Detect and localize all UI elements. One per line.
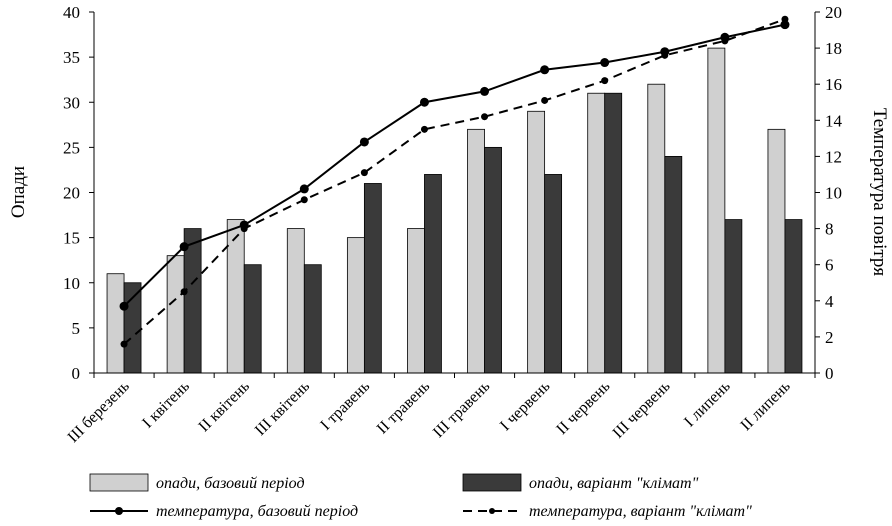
bar-base-1 [166, 255, 185, 374]
point-climate-4 [360, 169, 368, 177]
bar-climate-7 [544, 174, 563, 374]
legend-item-bar-base: опади, базовий період [89, 473, 305, 492]
y-tick-label: 40 [63, 3, 80, 22]
x-tick-label: I липень [681, 378, 734, 431]
bar-climate-8 [604, 92, 623, 374]
point-climate-7 [541, 96, 549, 104]
point-climate-10 [721, 37, 729, 45]
point-base-1 [179, 242, 189, 252]
point-base-4 [359, 137, 369, 147]
axes-layer [93, 12, 816, 374]
legend-marker-line-climate [489, 508, 495, 514]
bar-base-10 [707, 47, 726, 374]
point-climate-3 [300, 196, 308, 204]
y-tick-label: 15 [63, 229, 80, 248]
x-tick-label: II квітень [195, 378, 253, 436]
bar-base-2 [226, 219, 245, 374]
bar-climate-9 [664, 155, 683, 374]
bar-base-4 [346, 237, 365, 374]
y2-tick-label: 16 [825, 75, 842, 94]
bar-base-8 [587, 92, 606, 374]
point-climate-0 [120, 340, 128, 348]
y2-tick-label: 6 [825, 256, 834, 275]
x-tick-label: II травень [374, 378, 434, 438]
lines-layer [119, 15, 790, 348]
legend-item-line-base: температура, базовий період [90, 503, 358, 520]
point-base-3 [299, 184, 309, 194]
y-tick-label: 0 [72, 364, 81, 383]
x-tick-label: III червень [610, 378, 674, 442]
bar-climate-6 [484, 146, 502, 374]
y2-tick-label: 4 [825, 292, 834, 311]
legend-label-bar-base: опади, базовий період [156, 475, 305, 492]
bar-climate-4 [363, 183, 382, 374]
x-tick-label: I травень [317, 378, 373, 434]
point-climate-11 [781, 15, 789, 23]
bar-climate-11 [784, 219, 803, 374]
x-tick-label: III квітень [252, 378, 313, 439]
legend-swatch-bar-base [89, 473, 149, 492]
y-tick-label: 30 [63, 93, 80, 112]
bar-base-7 [527, 110, 546, 374]
point-base-8 [600, 58, 610, 68]
y2-tick-label: 10 [825, 184, 842, 203]
x-tick-label: II липень [737, 378, 793, 434]
y-tick-label: 10 [63, 274, 80, 293]
legend-label-line-base: температура, базовий період [156, 503, 358, 520]
line-base [123, 23, 786, 307]
y2-tick-label: 14 [825, 111, 843, 130]
bar-climate-0 [123, 282, 142, 374]
point-climate-2 [240, 225, 248, 233]
y-tick-label: 5 [72, 319, 81, 338]
bar-climate-5 [424, 174, 442, 374]
x-tick-label: III березень [65, 378, 133, 446]
y2-tick-label: 18 [825, 39, 842, 58]
point-climate-1 [180, 288, 188, 296]
point-climate-6 [481, 113, 489, 121]
point-base-5 [419, 97, 429, 107]
legend-label-bar-climate: опади, варіант "клімат" [529, 475, 699, 492]
bar-base-9 [647, 83, 666, 374]
bar-climate-2 [243, 264, 262, 374]
legend-item-line-climate: температура, варіант "клімат" [463, 503, 752, 520]
point-base-11 [780, 20, 790, 30]
x-tick-label: I червень [497, 378, 554, 435]
bar-base-0 [106, 273, 125, 374]
point-climate-9 [661, 51, 669, 59]
y-tick-label: 20 [63, 184, 80, 203]
point-climate-5 [420, 125, 428, 133]
legend-swatch-bar-climate [462, 473, 522, 492]
y2-tick-label: 0 [825, 364, 834, 383]
y-tick-label: 25 [63, 138, 80, 157]
bar-climate-3 [303, 264, 322, 374]
legend-label-line-climate: температура, варіант "клімат" [529, 503, 752, 520]
bar-base-3 [286, 228, 305, 374]
y2-axis-title: Температура повітря [869, 108, 890, 277]
bars-layer [106, 47, 803, 374]
point-climate-8 [601, 77, 609, 85]
y2-tick-label: 20 [825, 3, 842, 22]
y2-tick-label: 12 [825, 147, 842, 166]
x-tick-label: II червень [553, 378, 613, 438]
y2-tick-label: 2 [825, 328, 834, 347]
y2-tick-label: 8 [825, 220, 834, 239]
bar-base-6 [467, 128, 485, 374]
line-climate [123, 18, 786, 345]
point-base-0 [119, 301, 129, 311]
x-tick-label: III травень [430, 378, 493, 441]
bar-base-11 [767, 128, 786, 374]
legend: опади, базовий період опади, варіант "кл… [89, 473, 752, 520]
x-tick-label: I квітень [139, 378, 193, 432]
legend-item-bar-climate: опади, варіант "клімат" [462, 473, 699, 492]
y-tick-label: 35 [63, 48, 80, 67]
bar-base-5 [407, 228, 425, 374]
point-base-7 [540, 65, 550, 75]
point-base-6 [480, 86, 490, 96]
bar-climate-10 [724, 219, 743, 374]
legend-marker-line-base [115, 507, 123, 515]
y-axis-title: Опади [8, 166, 29, 218]
